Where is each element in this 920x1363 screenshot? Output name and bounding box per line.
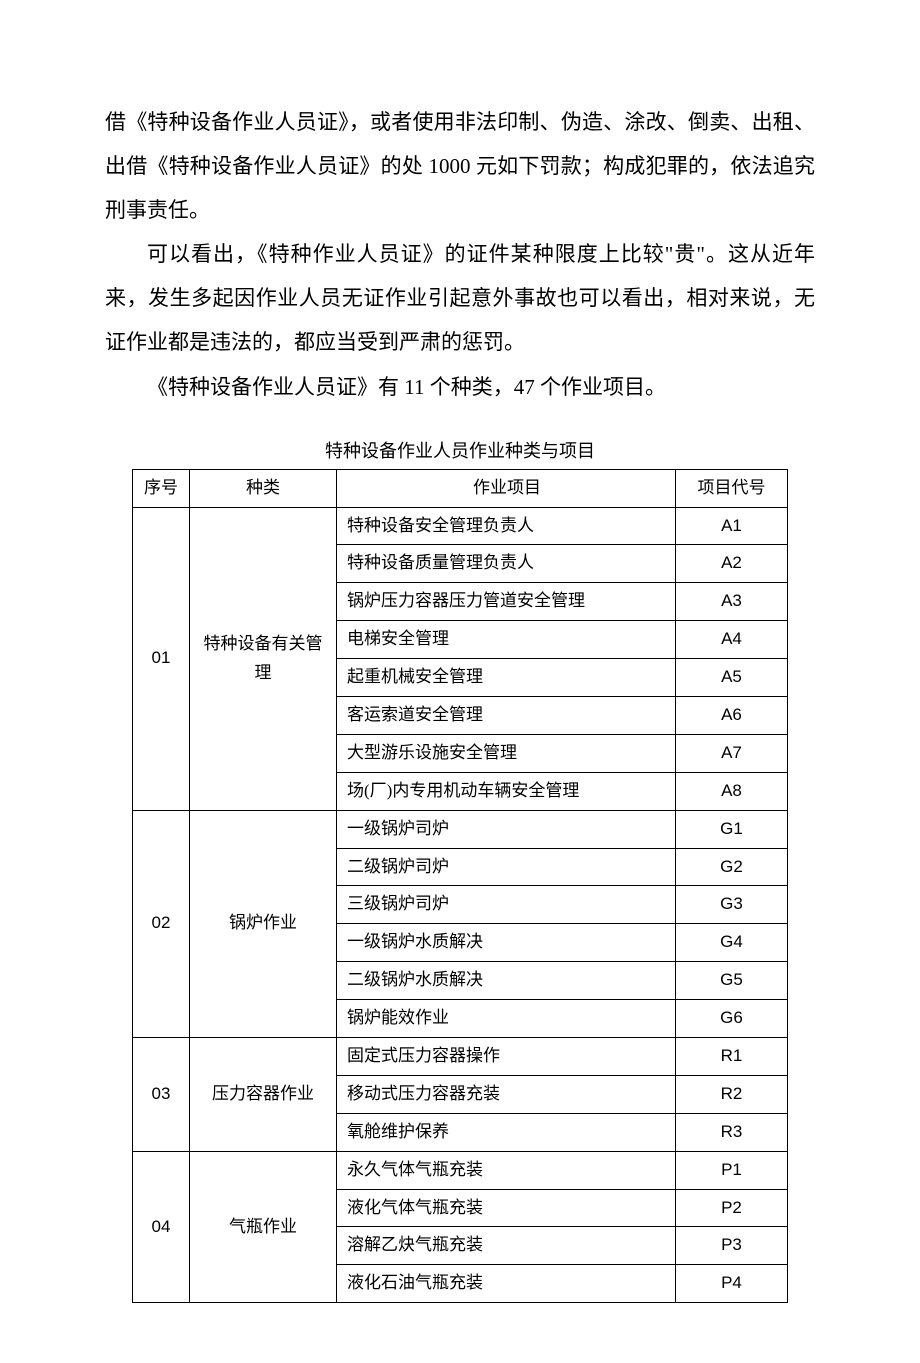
cell-code: G2 <box>676 848 788 886</box>
cell-item: 电梯安全管理 <box>337 621 676 659</box>
cell-item: 特种设备安全管理负责人 <box>337 507 676 545</box>
cell-item: 场(厂)内专用机动车辆安全管理 <box>337 772 676 810</box>
cell-code: P4 <box>676 1265 788 1303</box>
paragraph-2: 可以看出，《特种作业人员证》的证件某种限度上比较"贵"。这从近年来，发生多起因作… <box>105 232 815 364</box>
header-item: 作业项目 <box>337 469 676 507</box>
cell-seq: 02 <box>133 810 190 1037</box>
table-row: 04气瓶作业永久气体气瓶充装P1 <box>133 1151 788 1189</box>
header-type: 种类 <box>190 469 337 507</box>
cell-code: A1 <box>676 507 788 545</box>
cell-item: 二级锅炉水质解决 <box>337 962 676 1000</box>
table-header-row: 序号 种类 作业项目 项目代号 <box>133 469 788 507</box>
cell-type: 压力容器作业 <box>190 1038 337 1152</box>
cell-item: 特种设备质量管理负责人 <box>337 545 676 583</box>
cell-code: P3 <box>676 1227 788 1265</box>
cell-item: 锅炉压力容器压力管道安全管理 <box>337 583 676 621</box>
cell-item: 氧舱维护保养 <box>337 1113 676 1151</box>
cell-item: 液化气体气瓶充装 <box>337 1189 676 1227</box>
cell-code: A2 <box>676 545 788 583</box>
cell-code: A3 <box>676 583 788 621</box>
cell-code: P1 <box>676 1151 788 1189</box>
cell-item: 固定式压力容器操作 <box>337 1038 676 1076</box>
cell-item: 溶解乙炔气瓶充装 <box>337 1227 676 1265</box>
cell-code: G1 <box>676 810 788 848</box>
cell-code: A5 <box>676 659 788 697</box>
cell-code: A4 <box>676 621 788 659</box>
cell-item: 大型游乐设施安全管理 <box>337 734 676 772</box>
cell-code: A6 <box>676 697 788 735</box>
cell-code: G5 <box>676 962 788 1000</box>
cell-item: 三级锅炉司炉 <box>337 886 676 924</box>
cell-type: 气瓶作业 <box>190 1151 337 1303</box>
cell-code: A8 <box>676 772 788 810</box>
cell-item: 锅炉能效作业 <box>337 1000 676 1038</box>
cell-seq: 03 <box>133 1038 190 1152</box>
cell-item: 客运索道安全管理 <box>337 697 676 735</box>
cell-code: A7 <box>676 734 788 772</box>
cell-item: 液化石油气瓶充装 <box>337 1265 676 1303</box>
cell-item: 永久气体气瓶充装 <box>337 1151 676 1189</box>
cell-code: R3 <box>676 1113 788 1151</box>
paragraph-3: 《特种设备作业人员证》有 11 个种类，47 个作业项目。 <box>105 365 815 409</box>
cell-item: 一级锅炉司炉 <box>337 810 676 848</box>
cell-item: 移动式压力容器充装 <box>337 1075 676 1113</box>
cell-code: G3 <box>676 886 788 924</box>
cell-code: G4 <box>676 924 788 962</box>
cell-type: 锅炉作业 <box>190 810 337 1037</box>
cell-item: 起重机械安全管理 <box>337 659 676 697</box>
cell-code: R2 <box>676 1075 788 1113</box>
cell-item: 一级锅炉水质解决 <box>337 924 676 962</box>
header-seq: 序号 <box>133 469 190 507</box>
table-title: 特种设备作业人员作业种类与项目 <box>105 437 815 463</box>
cell-seq: 04 <box>133 1151 190 1303</box>
table-row: 02锅炉作业一级锅炉司炉G1 <box>133 810 788 848</box>
cell-seq: 01 <box>133 507 190 810</box>
document-page: 借《特种设备作业人员证》，或者使用非法印制、伪造、涂改、倒卖、出租、出借《特种设… <box>0 0 920 1363</box>
paragraph-1: 借《特种设备作业人员证》，或者使用非法印制、伪造、涂改、倒卖、出租、出借《特种设… <box>105 100 815 232</box>
table-row: 03压力容器作业固定式压力容器操作R1 <box>133 1038 788 1076</box>
cell-type: 特种设备有关管理 <box>190 507 337 810</box>
table-row: 01特种设备有关管理特种设备安全管理负责人A1 <box>133 507 788 545</box>
header-code: 项目代号 <box>676 469 788 507</box>
cell-code: G6 <box>676 1000 788 1038</box>
cell-code: P2 <box>676 1189 788 1227</box>
cell-item: 二级锅炉司炉 <box>337 848 676 886</box>
cell-code: R1 <box>676 1038 788 1076</box>
categories-table: 序号 种类 作业项目 项目代号 01特种设备有关管理特种设备安全管理负责人A1特… <box>132 469 788 1304</box>
